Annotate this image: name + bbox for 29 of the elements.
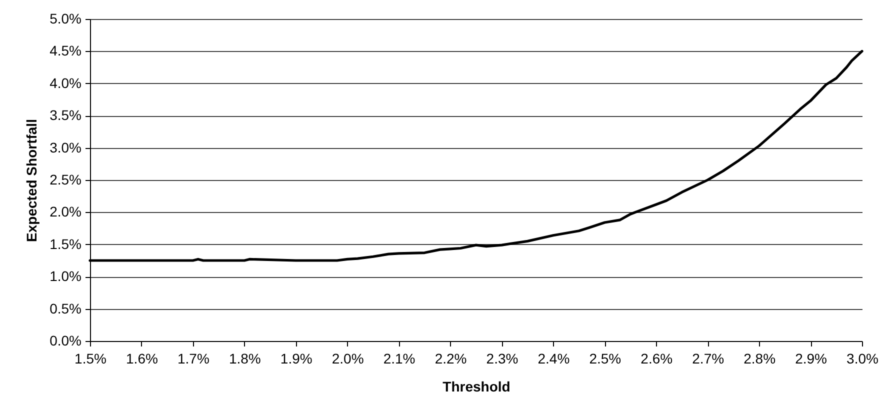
- x-tick-label: 2.0%: [332, 350, 364, 366]
- y-tick-label: 0.5%: [50, 300, 82, 316]
- y-tick-label: 3.5%: [50, 107, 82, 124]
- x-tick-label: 1.7%: [177, 350, 210, 366]
- x-tick-label: 2.3%: [486, 350, 518, 366]
- x-tick-label: 2.2%: [434, 350, 467, 366]
- y-tick-label: 4.5%: [50, 42, 82, 59]
- y-axis-title: Expected Shortfall: [24, 119, 40, 242]
- x-tick-label: 1.6%: [126, 350, 158, 366]
- y-tick-label: 5.0%: [50, 10, 82, 26]
- x-axis-title: Threshold: [442, 378, 510, 394]
- y-tick-label: 4.0%: [50, 74, 82, 91]
- x-tick-label: 3.0%: [846, 350, 878, 366]
- y-tick-label: 0.0%: [50, 332, 82, 348]
- y-tick-label: 2.0%: [50, 204, 82, 220]
- x-tick-label: 2.9%: [795, 350, 827, 366]
- x-tick-label: 2.5%: [589, 350, 622, 366]
- x-tick-label: 1.5%: [74, 350, 106, 366]
- y-tick-label: 2.5%: [50, 172, 82, 188]
- y-tick-label: 3.0%: [50, 139, 82, 156]
- x-tick-label: 2.4%: [538, 350, 570, 366]
- x-tick-label: 2.6%: [640, 350, 673, 366]
- x-tick-label: 2.1%: [383, 350, 416, 366]
- y-tick-label: 1.5%: [50, 236, 82, 252]
- x-tick-label: 1.9%: [280, 350, 312, 366]
- x-tick-label: 2.8%: [744, 350, 776, 366]
- x-tick-label: 2.7%: [692, 350, 724, 366]
- y-tick-label: 1.0%: [50, 268, 82, 284]
- x-tick-label: 1.8%: [228, 350, 261, 366]
